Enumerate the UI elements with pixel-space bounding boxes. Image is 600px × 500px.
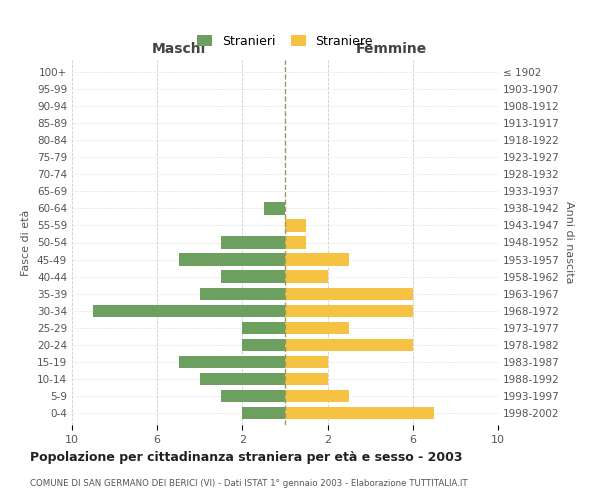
Bar [242,322,285,334]
Bar [285,236,307,248]
Bar [242,338,285,351]
Bar [285,322,349,334]
Bar [285,338,413,351]
Bar [285,220,307,232]
Y-axis label: Fasce di età: Fasce di età [22,210,31,276]
Text: Femmine: Femmine [356,42,427,56]
Bar [221,270,285,283]
Bar [264,202,285,214]
Text: COMUNE DI SAN GERMANO DEI BERICI (VI) - Dati ISTAT 1° gennaio 2003 - Elaborazion: COMUNE DI SAN GERMANO DEI BERICI (VI) - … [30,480,467,488]
Y-axis label: Anni di nascita: Anni di nascita [563,201,574,284]
Bar [285,356,328,368]
Bar [200,373,285,385]
Bar [200,288,285,300]
Bar [285,304,413,317]
Bar [285,254,349,266]
Text: Maschi: Maschi [151,42,206,56]
Bar [285,407,434,419]
Text: Popolazione per cittadinanza straniera per età e sesso - 2003: Popolazione per cittadinanza straniera p… [30,451,463,464]
Bar [242,407,285,419]
Bar [179,254,285,266]
Bar [285,390,349,402]
Legend: Stranieri, Straniere: Stranieri, Straniere [192,30,378,52]
Bar [285,288,413,300]
Bar [93,304,285,317]
Bar [221,390,285,402]
Bar [285,373,328,385]
Bar [285,270,328,283]
Bar [179,356,285,368]
Bar [221,236,285,248]
